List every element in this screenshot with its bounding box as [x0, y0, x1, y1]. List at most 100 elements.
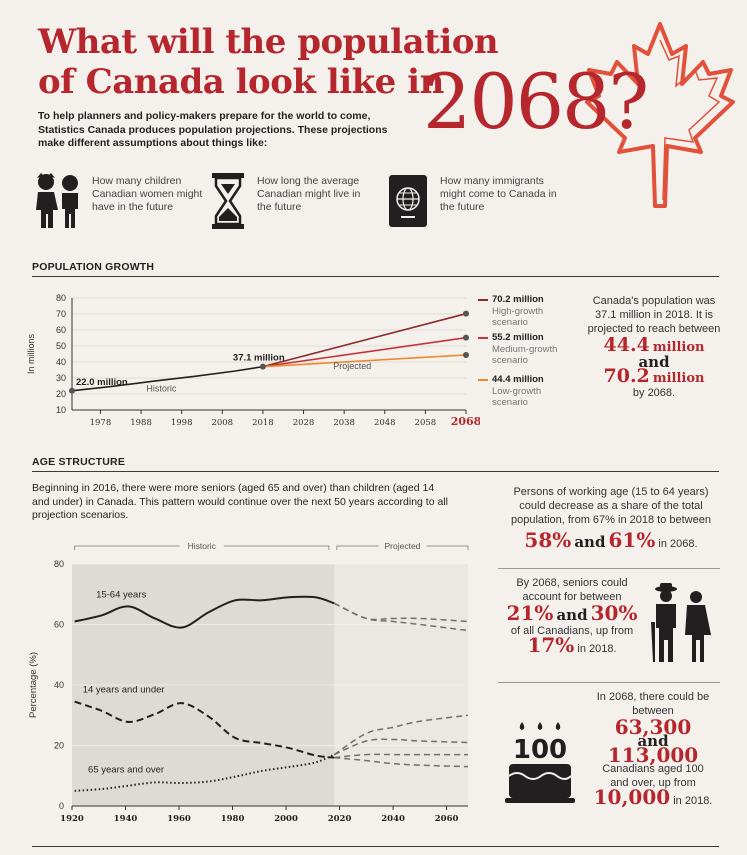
x-tick-label: 1988: [130, 418, 152, 428]
assumption-fertility: How many children Canadian women might h…: [92, 175, 203, 213]
annotation-point: [259, 363, 266, 370]
series-line-15-64-years: [74, 595, 335, 629]
annotation-point: [69, 387, 75, 394]
series-label-15-64-years: 15-64 years: [96, 589, 146, 600]
y-tick-label: 80: [56, 293, 66, 303]
age-structure-intro: Beginning in 2016, there were more senio…: [32, 482, 448, 521]
region-label-projected: Projected: [384, 541, 420, 551]
y-axis-label: In millions: [26, 333, 36, 374]
panel-divider: [498, 568, 720, 569]
series-line-high-growth-scenario: [262, 312, 467, 368]
series-line-14-years-and-under-projected-low: [334, 756, 469, 768]
section-divider: [32, 276, 719, 277]
assumption-life-expectancy: How long the average Canadian might live…: [257, 175, 361, 213]
series-line-historic: [71, 365, 264, 392]
population-growth-chart: 10 20 30 40 50 60 70 80 1978 1988 1998 2008 2018 2028…: [26, 293, 480, 428]
legend-high-label: High-growth scenario: [492, 306, 544, 328]
series-label-65-years-and-over: 65 years and over: [88, 765, 164, 776]
x-tick-label: 2048: [374, 418, 396, 428]
legend-low: 44.4 million Low-growth scenario: [478, 374, 588, 412]
seniors-and: and: [556, 606, 588, 624]
x-tick-label: 2018: [252, 418, 274, 428]
maple-leaf-icon: [585, 22, 735, 208]
x-tick-label: 1998: [171, 418, 193, 428]
x-tick-label: 1940: [114, 814, 138, 824]
centenarians-mid: Canadians aged 100 and over, up from: [602, 763, 704, 789]
x-tick-label: 2020: [328, 814, 352, 824]
y-tick-label: 50: [56, 341, 66, 351]
y-tick-label: 60: [54, 620, 64, 630]
x-tick-label: 2040: [381, 814, 405, 824]
legend-low-label: Low-growth scenario: [492, 386, 542, 408]
y-tick-label: 40: [56, 357, 66, 367]
working-age-and: and: [574, 533, 606, 551]
population-growth-heading: POPULATION GROWTH: [32, 261, 155, 273]
population-summary-text: Canada's population was 37.1 million in …: [587, 295, 721, 335]
x-tick-label: 1920: [60, 814, 84, 824]
x-tick-label: 1980: [221, 814, 245, 824]
population-high-value: 70.2: [603, 365, 650, 387]
series-label-14-years-and-under: 14 years and under: [83, 685, 165, 696]
section-divider: [32, 471, 719, 472]
projected-label-bg: [378, 540, 427, 551]
legend-low-value: 44.4 million: [492, 374, 544, 385]
centenarians-high: 113,000: [607, 743, 699, 767]
y-tick-label: 70: [56, 309, 66, 319]
region-label-historic: Historic: [146, 384, 177, 394]
centenarians-text: In 2068, there could be between: [596, 691, 710, 717]
working-age-low: 58%: [524, 528, 572, 552]
region-label-historic: Historic: [188, 541, 217, 551]
series-line-14-years-and-under-projected-high: [334, 753, 468, 759]
seniors-couple-icon: [651, 583, 711, 662]
centenarians-2018: 10,000: [593, 785, 671, 809]
seniors-high: 30%: [590, 601, 638, 625]
birthday-cake-icon: 100: [505, 722, 575, 803]
legend-high: 70.2 million High-growth scenario: [478, 294, 588, 332]
series-line-medium-growth-scenario: [262, 336, 467, 368]
series-line-65-years-and-over: [74, 753, 335, 792]
assumption-immigration: How many immigrants might come to Canada…: [440, 175, 557, 213]
panel-divider: [498, 682, 720, 683]
population-legend: 70.2 million High-growth scenario 55.2 m…: [478, 294, 588, 412]
legend-swatch-high: [478, 299, 488, 301]
working-age-tail: in 2068.: [658, 538, 698, 550]
centenarians-and: and: [637, 732, 669, 750]
annotation-label: 37.1 million: [233, 353, 285, 364]
region-label-projected: Projected: [333, 361, 371, 371]
intro-text: To help planners and policy-makers prepa…: [38, 110, 388, 149]
children-icon: [36, 173, 78, 228]
series-line-65-years-and-over-projected-low: [333, 738, 469, 756]
x-tick-label: 2008: [211, 418, 233, 428]
legend-medium: 55.2 million Medium-growth scenario: [478, 332, 588, 374]
population-by-year: by 2068.: [632, 387, 676, 399]
population-high-unit: million: [652, 371, 705, 386]
endpoint-high-growth-scenario: [463, 310, 469, 317]
page-bottom-rule: [32, 846, 719, 847]
working-age-high: 61%: [608, 528, 656, 552]
historic-label-bg: [179, 540, 224, 551]
series-line-low-growth-scenario: [262, 354, 467, 368]
seniors-2018: 17%: [527, 633, 575, 657]
population-and: and: [638, 353, 670, 371]
y-tick-label: 20: [54, 741, 64, 751]
y-tick-label: 0: [59, 801, 64, 811]
page-title-line1: What will the population: [38, 22, 499, 62]
series-line-15-64-years-projected-low: [333, 602, 469, 632]
population-low-unit: million: [652, 340, 705, 355]
age-structure-heading: AGE STRUCTURE: [32, 456, 126, 468]
x-tick-label: 1960: [167, 814, 191, 824]
centenarians-low: 63,300: [614, 715, 692, 739]
x-tick-label: 1978: [90, 418, 112, 428]
y-tick-label: 60: [56, 325, 66, 335]
seniors-tail: in 2018.: [577, 643, 617, 655]
hourglass-icon: [212, 173, 244, 229]
legend-swatch-low: [478, 379, 488, 381]
annotation-label: 22.0 million: [76, 377, 128, 388]
x-tick-label: 2028: [293, 418, 315, 428]
endpoint-low-growth-scenario: [463, 351, 469, 358]
y-axis-label: Percentage (%): [28, 652, 39, 718]
legend-medium-label: Medium-growth scenario: [492, 344, 558, 366]
centenarians-tail: in 2018.: [673, 795, 713, 807]
seniors-text: By 2068, seniors could account for betwe…: [516, 577, 628, 603]
